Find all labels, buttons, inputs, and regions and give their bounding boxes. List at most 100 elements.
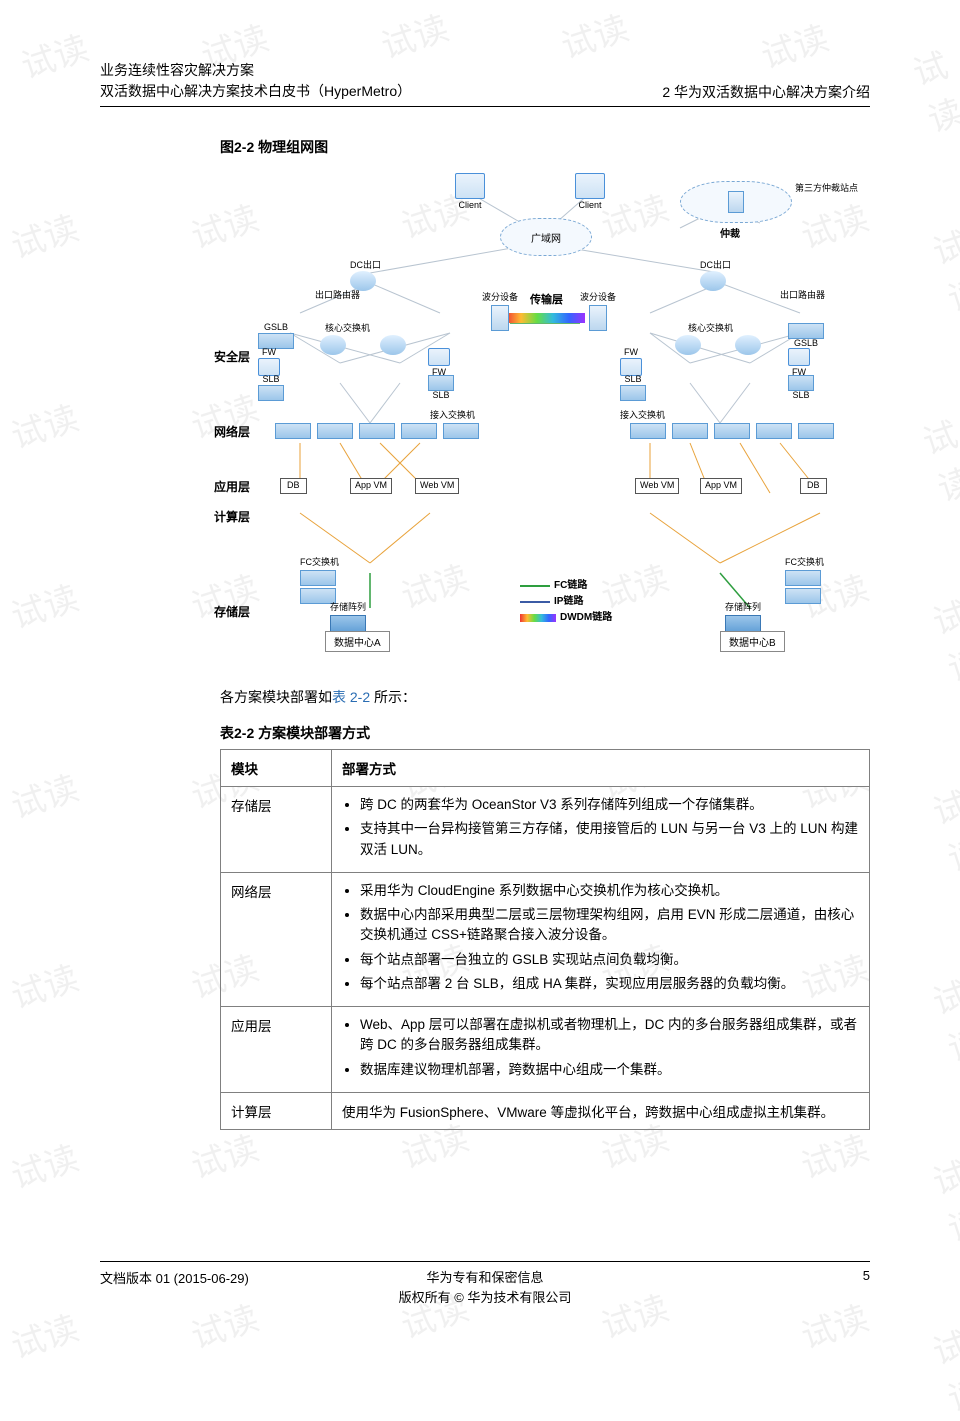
cell-module: 计算层 bbox=[221, 1092, 332, 1129]
watermark: 试读 bbox=[926, 1147, 960, 1251]
layer-security: 安全层 bbox=[200, 348, 250, 365]
access-a-label: 接入交换机 bbox=[430, 408, 475, 421]
client-b: Client bbox=[575, 173, 605, 211]
dc-a-box: 数据中心A bbox=[325, 631, 390, 652]
cell-method: 使用华为 FusionSphere、VMware 等虚拟化平台，跨数据中心组成虚… bbox=[332, 1092, 870, 1129]
list-item: 数据中心内部采用典型二层或三层物理架构组网，启用 EVN 形成二层通道，由核心交… bbox=[360, 905, 859, 946]
access-a bbox=[275, 423, 479, 439]
transport-label: 传输层 bbox=[530, 291, 563, 307]
app-b: App VM bbox=[700, 478, 742, 494]
list-item: 支持其中一台异构接管第三方存储，使用接管后的 LUN 与另一台 V3 上的 LU… bbox=[360, 819, 859, 860]
cell-module: 存储层 bbox=[221, 787, 332, 873]
core-switch-a: 核心交换机 bbox=[325, 321, 370, 334]
fc-b: FC交换机 bbox=[785, 558, 824, 604]
slb-a1: SLB bbox=[258, 375, 284, 401]
page-header: 业务连续性容灾解决方案 双活数据中心解决方案技术白皮书（HyperMetro） … bbox=[100, 60, 870, 107]
list-item: Web、App 层可以部署在虚拟机或者物理机上，DC 内的多台服务器组成集群，或… bbox=[360, 1015, 859, 1056]
list-item: 数据库建议物理机部署，跨数据中心组成一个集群。 bbox=[360, 1060, 859, 1080]
layer-application: 应用层 bbox=[200, 478, 250, 495]
header-line2: 双活数据中心解决方案技术白皮书（HyperMetro） bbox=[100, 81, 411, 102]
legend: FC链路 IP链路 DWDM链路 bbox=[520, 578, 612, 626]
exit-router-b: 出口路由器 bbox=[780, 291, 825, 301]
table-row: 网络层采用华为 CloudEngine 系列数据中心交换机作为核心交换机。数据中… bbox=[221, 872, 870, 1006]
footer-page: 5 bbox=[571, 1268, 870, 1283]
arbiter-label: 仲裁 bbox=[720, 225, 740, 240]
third-party-label: 第三方仲裁站点 bbox=[795, 183, 858, 194]
table-ref-link[interactable]: 表 2-2 bbox=[332, 689, 370, 705]
watermark: 试读 bbox=[926, 217, 960, 321]
th-module: 模块 bbox=[221, 750, 332, 787]
watermark: 试读 bbox=[554, 1, 634, 69]
db-b: DB bbox=[800, 478, 827, 494]
footer-center2: 版权所有 © 华为技术有限公司 bbox=[399, 1288, 572, 1308]
cell-method: 跨 DC 的两套华为 OceanStor V3 系列存储阵列组成一个存储集群。支… bbox=[332, 787, 870, 873]
watermark: 试读 bbox=[794, 1121, 874, 1189]
slb-b1: SLB bbox=[620, 375, 646, 401]
th-method: 部署方式 bbox=[332, 750, 870, 787]
wave-a: 波分设备 bbox=[482, 293, 518, 333]
table-title: 表2-2 方案模块部署方式 bbox=[220, 723, 870, 743]
wave-b: 波分设备 bbox=[580, 293, 616, 333]
watermark: 试读 bbox=[926, 1317, 960, 1421]
list-item: 跨 DC 的两套华为 OceanStor V3 系列存储阵列组成一个存储集群。 bbox=[360, 795, 859, 815]
watermark: 试读 bbox=[4, 571, 84, 639]
list-item: 每个站点部署一台独立的 GSLB 实现站点间负载均衡。 bbox=[360, 950, 859, 970]
slb-b2: SLB bbox=[788, 375, 814, 401]
dc-exit-b: DC出口 bbox=[700, 261, 731, 291]
db-a: DB bbox=[280, 478, 307, 494]
layer-network: 网络层 bbox=[200, 423, 250, 440]
cell-module: 网络层 bbox=[221, 872, 332, 1006]
layer-compute: 计算层 bbox=[200, 508, 250, 525]
cell-method: Web、App 层可以部署在虚拟机或者物理机上，DC 内的多台服务器组成集群，或… bbox=[332, 1007, 870, 1093]
core-switch-b: 核心交换机 bbox=[688, 321, 733, 334]
footer-center1: 华为专有和保密信息 bbox=[399, 1268, 572, 1288]
caption: 各方案模块部署如表 2-2 所示： bbox=[220, 687, 870, 707]
header-right: 2 华为双活数据中心解决方案介绍 bbox=[662, 82, 870, 102]
slb-a2: SLB bbox=[428, 375, 454, 401]
watermark: 试读 bbox=[4, 951, 84, 1019]
watermark: 试读 bbox=[4, 201, 84, 269]
fc-a: FC交换机 bbox=[300, 558, 339, 604]
app-a: App VM bbox=[350, 478, 392, 494]
client-a: Client bbox=[455, 173, 485, 211]
layer-storage: 存储层 bbox=[200, 603, 250, 620]
cell-method: 采用华为 CloudEngine 系列数据中心交换机作为核心交换机。数据中心内部… bbox=[332, 872, 870, 1006]
watermark: 试读 bbox=[4, 1301, 84, 1369]
dc-exit-a: DC出口 bbox=[350, 261, 381, 291]
watermark: 试读 bbox=[14, 21, 94, 89]
watermark: 试读 bbox=[4, 1131, 84, 1199]
watermark: 试读 bbox=[906, 36, 960, 142]
watermark: 试读 bbox=[916, 407, 960, 511]
list-item: 采用华为 CloudEngine 系列数据中心交换机作为核心交换机。 bbox=[360, 881, 859, 901]
core-b2 bbox=[735, 335, 761, 355]
watermark: 试读 bbox=[4, 391, 84, 459]
page-footer: 文档版本 01 (2015-06-29) 华为专有和保密信息 版权所有 © 华为… bbox=[100, 1261, 870, 1307]
table-row: 应用层 Web、App 层可以部署在虚拟机或者物理机上，DC 内的多台服务器组成集… bbox=[221, 1007, 870, 1093]
watermark: 试读 bbox=[926, 587, 960, 691]
access-b-label: 接入交换机 bbox=[620, 408, 665, 421]
core-a2 bbox=[380, 335, 406, 355]
gslb-a: GSLB bbox=[258, 323, 294, 349]
cell-module: 应用层 bbox=[221, 1007, 332, 1093]
gslb-b: GSLB bbox=[788, 323, 824, 349]
list-item: 每个站点部署 2 台 SLB，组成 HA 集群，实现应用层服务器的负载均衡。 bbox=[360, 974, 859, 994]
fw-b2: FW bbox=[788, 348, 810, 378]
core-a1 bbox=[320, 335, 346, 355]
wan-cloud: 广域网 bbox=[500, 218, 592, 256]
deploy-table: 模块 部署方式 存储层跨 DC 的两套华为 OceanStor V3 系列存储阵… bbox=[220, 749, 870, 1130]
exit-router-a: 出口路由器 bbox=[315, 291, 360, 301]
watermark: 试读 bbox=[926, 967, 960, 1071]
access-b bbox=[630, 423, 834, 439]
arbiter-cloud bbox=[680, 181, 792, 223]
footer-left: 文档版本 01 (2015-06-29) bbox=[100, 1268, 399, 1287]
figure-title: 图2-2 物理组网图 bbox=[220, 137, 870, 157]
web-b: Web VM bbox=[635, 478, 679, 494]
core-b1 bbox=[675, 335, 701, 355]
table-row: 存储层跨 DC 的两套华为 OceanStor V3 系列存储阵列组成一个存储集… bbox=[221, 787, 870, 873]
network-diagram: 广域网 第三方仲裁站点 仲裁 Client Client DC出口 出口路由器 … bbox=[220, 163, 870, 653]
watermark: 试读 bbox=[374, 1, 454, 69]
watermark: 试读 bbox=[4, 761, 84, 829]
header-line1: 业务连续性容灾解决方案 bbox=[100, 60, 411, 81]
dc-b-box: 数据中心B bbox=[720, 631, 785, 652]
table-row: 计算层使用华为 FusionSphere、VMware 等虚拟化平台，跨数据中心… bbox=[221, 1092, 870, 1129]
